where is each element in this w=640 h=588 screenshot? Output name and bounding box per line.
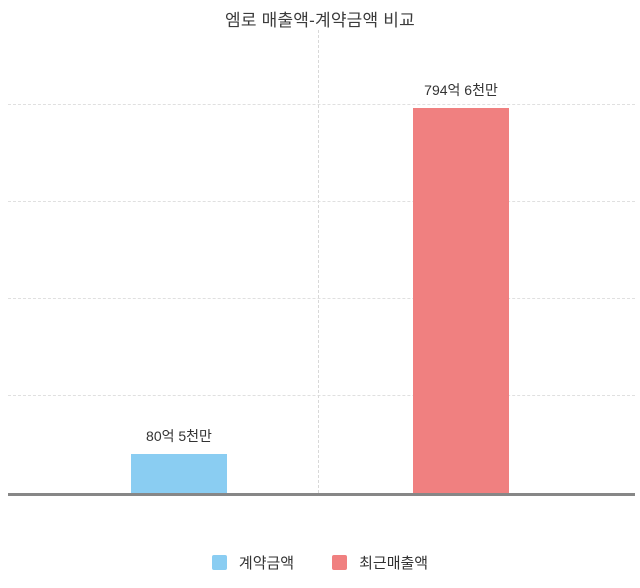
- legend-swatch-contract-amount: [211, 555, 227, 570]
- bar-value-label: 794억 6천만: [424, 82, 498, 98]
- chart-title: 엠로 매출액-계약금액 비교: [225, 11, 415, 30]
- legend-swatch-recent-revenue: [332, 555, 348, 570]
- gridline: [8, 298, 635, 299]
- gridline: [8, 395, 635, 396]
- bar-group-contract-amount: 80억 5천만: [131, 30, 227, 493]
- legend: 계약금액 최근매출액: [0, 552, 640, 573]
- bar-contract-amount[interactable]: [131, 454, 227, 493]
- bar-group-recent-revenue: 794억 6천만: [413, 30, 509, 493]
- legend-item-contract-amount[interactable]: 계약금액: [211, 552, 295, 573]
- legend-label-recent-revenue: 최근매출액: [359, 555, 429, 572]
- category-divider-line: [318, 30, 319, 493]
- legend-label-contract-amount: 계약금액: [238, 555, 295, 572]
- gridline: [8, 201, 635, 202]
- gridline: [8, 104, 635, 105]
- legend-item-recent-revenue[interactable]: 최근매출액: [332, 552, 428, 573]
- plot-area: 80억 5천만 794억 6천만: [8, 30, 635, 496]
- bar-recent-revenue[interactable]: [413, 108, 509, 493]
- bar-value-label: 80억 5천만: [146, 428, 212, 444]
